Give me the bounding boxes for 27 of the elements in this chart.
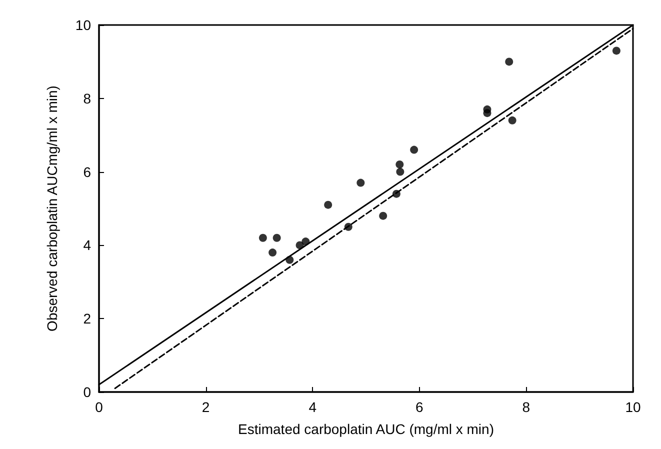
point <box>612 46 620 55</box>
x-tick-label: 2 <box>202 399 210 415</box>
point <box>258 234 267 242</box>
y-axis-title: Observed carboplatin AUCmg/ml x min) <box>44 86 60 332</box>
y-tick-label: 10 <box>75 17 92 33</box>
x-axis-title: Estimated carboplatin AUC (mg/ml x min) <box>238 421 494 437</box>
point <box>396 160 404 168</box>
y-tick-label: 0 <box>83 384 92 400</box>
x-tick-label: 8 <box>522 399 530 415</box>
point <box>268 248 277 257</box>
point <box>379 212 388 220</box>
x-tick-label: 0 <box>95 399 104 415</box>
point <box>410 146 418 154</box>
point <box>505 58 514 66</box>
point <box>356 178 365 187</box>
y-tick-label: 2 <box>83 310 92 327</box>
point <box>483 109 492 118</box>
point <box>508 116 516 124</box>
x-tick-label: 6 <box>416 399 424 415</box>
y-tick-label: 4 <box>83 237 92 254</box>
point <box>324 200 332 209</box>
point <box>272 234 281 242</box>
point <box>396 168 404 176</box>
x-tick-label: 4 <box>308 399 317 415</box>
x-tick-label: 10 <box>625 399 641 415</box>
y-tick-label: 8 <box>83 90 92 106</box>
y-tick-label: 6 <box>83 164 92 180</box>
